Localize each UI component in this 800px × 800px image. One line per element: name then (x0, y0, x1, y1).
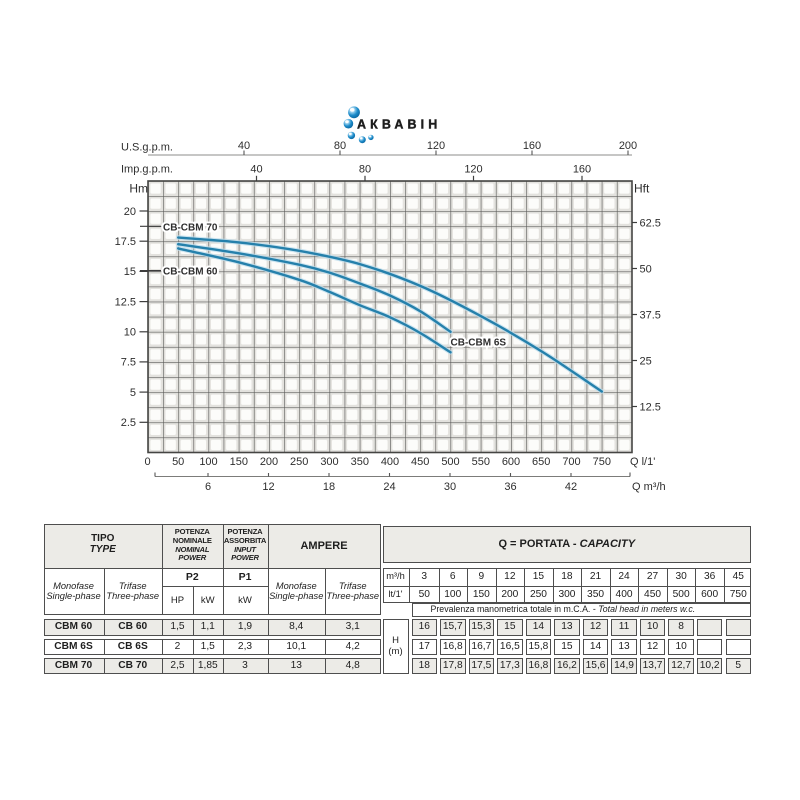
svg-text:CB-CBM 60: CB-CBM 60 (163, 267, 218, 278)
svg-text:400: 400 (381, 456, 399, 468)
svg-text:36: 36 (504, 481, 516, 493)
svg-text:40: 40 (238, 140, 250, 152)
svg-text:550: 550 (472, 456, 490, 468)
svg-text:CB-CBM 70: CB-CBM 70 (163, 223, 218, 234)
svg-text:АКВАВІН: АКВАВІН (357, 118, 441, 132)
svg-text:6: 6 (205, 481, 211, 493)
svg-text:CB-CBM 6S: CB-CBM 6S (451, 338, 507, 349)
svg-text:Hm: Hm (129, 182, 148, 196)
svg-text:37.5: 37.5 (640, 309, 661, 321)
svg-text:25: 25 (640, 355, 652, 367)
svg-text:17.5: 17.5 (115, 236, 136, 248)
svg-text:120: 120 (464, 164, 482, 176)
svg-text:62.5: 62.5 (640, 217, 661, 229)
svg-text:15: 15 (124, 266, 136, 278)
svg-text:5: 5 (130, 387, 136, 399)
svg-text:10: 10 (124, 327, 136, 339)
svg-text:600: 600 (502, 456, 520, 468)
svg-text:750: 750 (593, 456, 611, 468)
svg-text:18: 18 (323, 481, 335, 493)
svg-text:7.5: 7.5 (121, 357, 136, 369)
svg-text:20: 20 (124, 206, 136, 218)
svg-text:Hft: Hft (634, 182, 650, 196)
svg-text:0: 0 (144, 456, 150, 468)
svg-text:U.S.g.p.m.: U.S.g.p.m. (121, 142, 173, 154)
svg-text:300: 300 (320, 456, 338, 468)
svg-text:12: 12 (262, 481, 274, 493)
svg-text:350: 350 (351, 456, 369, 468)
svg-text:80: 80 (359, 164, 371, 176)
svg-text:500: 500 (441, 456, 459, 468)
svg-text:Imp.g.p.m.: Imp.g.p.m. (121, 164, 173, 176)
svg-text:50: 50 (172, 456, 184, 468)
svg-text:Q m³/h: Q m³/h (632, 481, 666, 493)
svg-text:42: 42 (565, 481, 577, 493)
svg-text:12.5: 12.5 (640, 401, 661, 413)
svg-text:700: 700 (562, 456, 580, 468)
svg-text:12.5: 12.5 (115, 296, 136, 308)
svg-text:150: 150 (230, 456, 248, 468)
svg-text:100: 100 (199, 456, 217, 468)
svg-text:160: 160 (573, 164, 591, 176)
svg-text:200: 200 (619, 140, 637, 152)
svg-text:24: 24 (383, 481, 395, 493)
svg-text:Q l/1': Q l/1' (630, 456, 655, 468)
svg-text:40: 40 (250, 164, 262, 176)
svg-text:50: 50 (640, 263, 652, 275)
svg-text:200: 200 (260, 456, 278, 468)
svg-text:250: 250 (290, 456, 308, 468)
svg-text:650: 650 (532, 456, 550, 468)
svg-text:80: 80 (334, 140, 346, 152)
svg-text:120: 120 (427, 140, 445, 152)
svg-text:450: 450 (411, 456, 429, 468)
svg-text:160: 160 (523, 140, 541, 152)
svg-text:2.5: 2.5 (121, 417, 136, 429)
svg-text:30: 30 (444, 481, 456, 493)
